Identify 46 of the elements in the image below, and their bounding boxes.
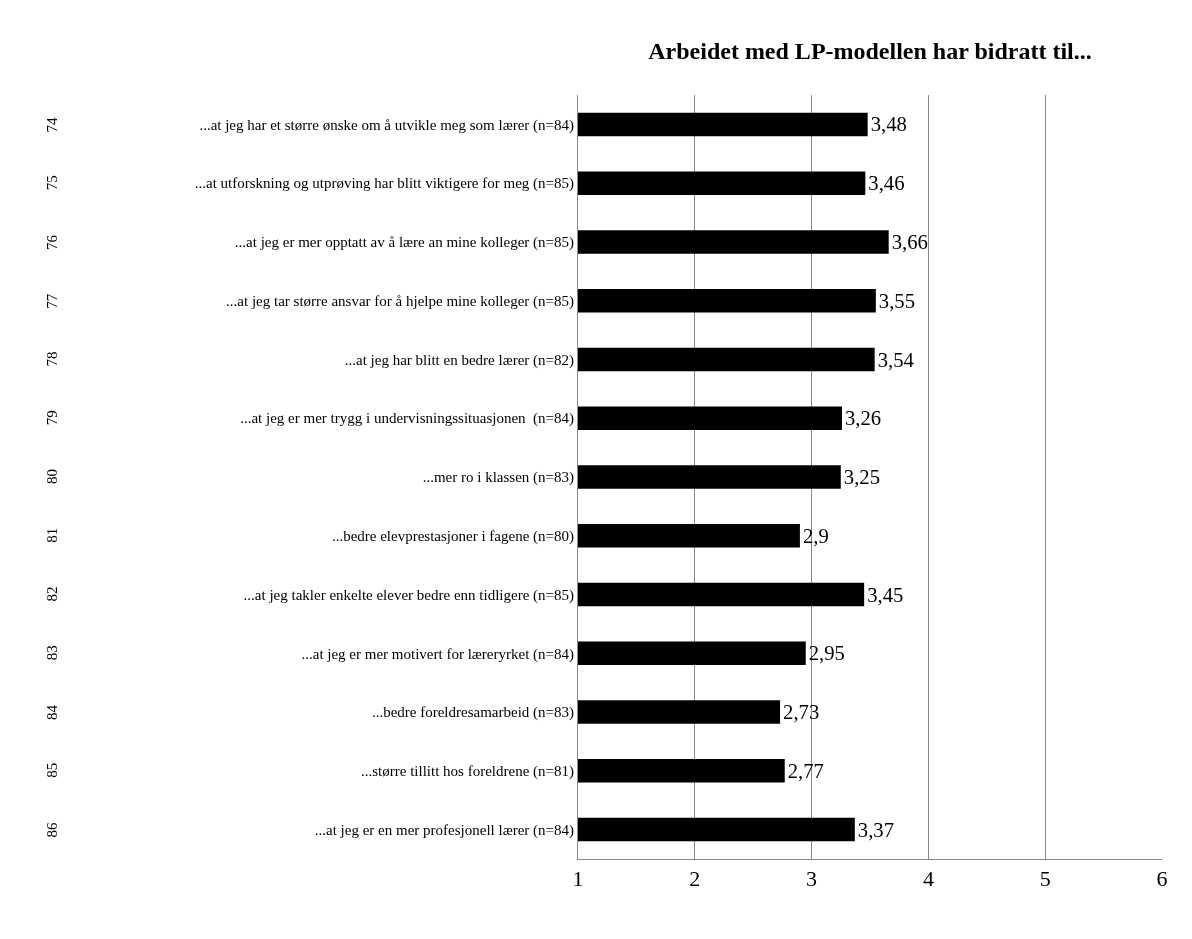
- y-tick-label: ...at jeg har et større ønske om å utvikle meg som lærer (n=84): [199, 116, 574, 134]
- data-label: 2,95: [808, 642, 845, 665]
- text: 81: [44, 527, 61, 543]
- y-tick-label: ...at jeg har blitt en bedre lærer (n=82): [344, 351, 574, 369]
- y-tick-label: ...mer ro i klassen (n=83): [422, 469, 574, 487]
- text: 83: [43, 645, 60, 661]
- data-label: 3,37: [857, 818, 895, 841]
- data-label: 3,45: [867, 583, 904, 606]
- data-label: 3,25: [843, 466, 880, 489]
- x-tick-label: 4: [922, 866, 934, 892]
- text: 79: [43, 410, 60, 426]
- x-tick-label: 2: [689, 866, 701, 892]
- text: 77: [44, 293, 61, 309]
- y-tick-label: ...større tillitt hos foreldrene (n=81): [361, 763, 574, 781]
- data-label: 2,9: [802, 524, 829, 547]
- data-label: 3,46: [868, 172, 905, 195]
- chart-title: Arbeidet med LP-modellen har bidratt til...: [648, 38, 1092, 65]
- text: 86: [44, 822, 61, 838]
- data-label: 3,66: [891, 230, 928, 253]
- text: 82: [44, 586, 61, 602]
- text: 80: [44, 469, 60, 484]
- y-tick-label: ...bedre elevprestasjoner i fagene (n=80): [331, 528, 574, 546]
- x-tick-label: 6: [1156, 866, 1168, 892]
- data-label: 3,55: [878, 289, 916, 312]
- y-tick-label: ...at jeg takler enkelte elever bedre enn tidligere (n=85): [243, 586, 574, 604]
- text: 75: [43, 175, 60, 191]
- x-tick-label: 5: [1039, 866, 1051, 892]
- data-label: 2,73: [783, 701, 820, 724]
- data-label: 3,54: [877, 348, 915, 371]
- text: 78: [43, 351, 60, 367]
- y-tick-label: ...at jeg er mer motivert for læreryrket (n=84): [301, 645, 574, 663]
- text: 74: [43, 116, 60, 133]
- y-tick-label: ...bedre foreldresamarbeid (n=83): [371, 704, 574, 722]
- data-label: 2,77: [787, 759, 824, 782]
- data-label: 3,26: [844, 407, 882, 430]
- text: 85: [44, 762, 61, 778]
- y-tick-label: ...at utforskning og utprøving har blitt viktigere for meg (n=85): [194, 175, 574, 193]
- text: 84: [43, 704, 60, 721]
- y-tick-label: ...at jeg er en mer profesjonell lærer (n=84): [314, 821, 574, 839]
- x-tick-label: 3: [806, 866, 818, 892]
- y-tick-label: ...at jeg tar større ansvar for å hjelpe mine kolleger (n=85): [226, 292, 574, 310]
- y-tick-label: ...at jeg er mer trygg i undervisningssituasjonen (n=84): [240, 410, 574, 428]
- data-label: 3,48: [870, 113, 907, 136]
- y-tick-label: ...at jeg er mer opptatt av å lære an mine kolleger (n=85): [234, 234, 574, 252]
- text: 76: [44, 234, 61, 250]
- x-tick-label: 1: [572, 866, 584, 892]
